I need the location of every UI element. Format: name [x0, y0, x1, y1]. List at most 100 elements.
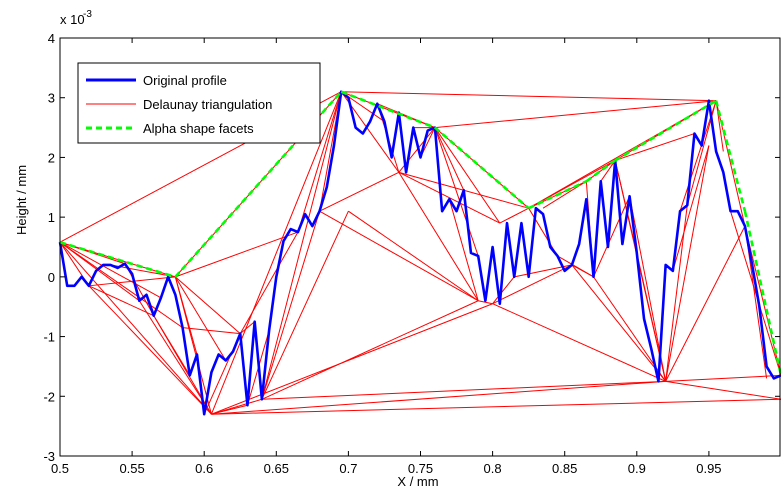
legend-label-profile: Original profile: [143, 73, 227, 88]
x-tick-label-8: 0.9: [628, 461, 646, 476]
delaunay-edge-64: [492, 276, 515, 305]
delaunay-edge-59: [434, 127, 465, 191]
x-tick-label-7: 0.85: [552, 461, 577, 476]
delaunay-edge-31: [261, 300, 479, 400]
ticks-layer: 0.5 0.55 0.6 0.65 0.7 0.75 0.8 0.85 0.9 0.95 -3 -2 -…: [43, 31, 780, 476]
x-tick-label-2: 0.6: [195, 461, 213, 476]
delaunay-edge-78: [593, 196, 631, 278]
alpha-facet-7: [714, 100, 747, 212]
y-tick-label-2: -1: [43, 330, 55, 345]
legend: Original profile Delaunay triangulation …: [77, 62, 321, 144]
delaunay-edge-58: [434, 127, 501, 224]
delaunay-edge-68: [528, 159, 616, 209]
delaunay-edges-layer: [59, 91, 781, 415]
profile-layer: [58, 90, 781, 416]
delaunay-edge-82: [615, 133, 695, 161]
delaunay-edge-16: [88, 285, 154, 317]
delaunay-edge-14: [88, 276, 176, 287]
delaunay-edge-10: [175, 231, 299, 278]
delaunay-edge-48: [377, 103, 436, 129]
delaunay-edge-9: [175, 276, 241, 334]
delaunay-edge-83: [614, 160, 638, 254]
delaunay-edge-32: [261, 91, 342, 400]
delaunay-edge-38: [297, 91, 342, 233]
y-axis-label: Height / mm: [14, 165, 29, 235]
delaunay-edge-65: [499, 207, 529, 224]
x-tick-label-3: 0.65: [264, 461, 289, 476]
delaunay-edge-43: [341, 91, 717, 102]
alpha-facets-layer: [59, 90, 781, 376]
delaunay-edge-7: [59, 241, 140, 302]
delaunay-edge-52: [398, 171, 501, 224]
y-multiplier-label: x 10 -3: [60, 9, 92, 27]
delaunay-edge-73: [571, 264, 594, 278]
delaunay-edge-4: [59, 241, 162, 299]
delaunay-edge-55: [434, 100, 717, 129]
y-tick-label-5: 2: [48, 150, 55, 165]
delaunay-edge-27: [211, 398, 781, 415]
delaunay-edge-39: [319, 171, 400, 212]
legend-box: [77, 62, 321, 144]
alpha-facet-3: [434, 126, 530, 210]
delaunay-edge-28: [211, 303, 493, 415]
y-multiplier-text: x 10: [60, 12, 85, 27]
delaunay-edge-25: [211, 398, 263, 415]
legend-label-delaunay: Delaunay triangulation: [143, 97, 272, 112]
x-tick-label-9: 0.95: [696, 461, 721, 476]
x-tick-label-6: 0.8: [484, 461, 502, 476]
alpha-facet-8: [743, 210, 781, 376]
delaunay-edge-74: [571, 264, 667, 382]
delaunay-edge-36: [239, 231, 299, 334]
delaunay-edge-33: [261, 210, 349, 400]
y-tick-label-0: -3: [43, 449, 55, 464]
alpha-facet-2: [340, 90, 436, 129]
y-tick-label-1: -2: [43, 389, 55, 404]
x-tick-label-4: 0.7: [339, 461, 357, 476]
delaunay-edge-79: [600, 160, 616, 182]
y-tick-label-3: 0: [48, 270, 55, 285]
delaunay-edge-13: [174, 276, 227, 361]
delaunay-edge-30: [261, 380, 666, 400]
x-axis-label: X / mm: [397, 474, 438, 489]
delaunay-edge-12: [174, 276, 198, 355]
delaunay-edge-19: [138, 300, 212, 415]
delaunay-edge-88: [665, 225, 746, 382]
alpha-facet-0: [59, 240, 176, 279]
alpha-facet-5: [585, 159, 616, 183]
delaunay-edge-60: [448, 199, 479, 301]
delaunay-edge-41: [319, 210, 479, 302]
delaunay-edge-62: [492, 303, 666, 382]
legend-label-alpha: Alpha shape facets: [143, 121, 254, 136]
delaunay-edge-15: [88, 285, 212, 415]
delaunay-edge-71: [542, 180, 587, 209]
delaunay-edge-21: [153, 315, 191, 376]
delaunay-edge-86: [665, 380, 781, 400]
y-multiplier-exponent: -3: [83, 9, 92, 20]
delaunay-edge-61: [478, 300, 493, 305]
x-tick-label-5: 0.75: [408, 461, 433, 476]
delaunay-edge-57: [434, 127, 479, 257]
delaunay-edge-87: [665, 374, 781, 382]
x-tick-label-1: 0.55: [119, 461, 144, 476]
y-tick-label-7: 4: [48, 31, 55, 46]
delaunay-edge-92: [679, 100, 717, 212]
delaunay-edge-95: [715, 100, 724, 152]
delaunay-edge-22: [182, 327, 241, 335]
y-tick-label-4: 1: [48, 210, 55, 225]
alpha-facet-1: [174, 90, 343, 278]
delaunay-edge-26: [211, 380, 666, 415]
profile-line: [58, 90, 781, 416]
delaunay-edge-63: [492, 264, 573, 305]
delaunay-edge-34: [261, 211, 321, 400]
delaunay-edge-29: [210, 91, 342, 415]
delaunay-edge-37: [239, 321, 255, 334]
delaunay-edge-3: [59, 241, 183, 329]
y-tick-label-6: 3: [48, 91, 55, 106]
delaunay-edge-50: [398, 172, 479, 302]
delaunay-edge-80: [614, 100, 717, 161]
delaunay-edge-2: [59, 241, 212, 415]
delaunay-edge-90: [665, 145, 710, 382]
delaunay-edge-42: [348, 210, 479, 302]
x-tick-label-0: 0.5: [51, 461, 69, 476]
